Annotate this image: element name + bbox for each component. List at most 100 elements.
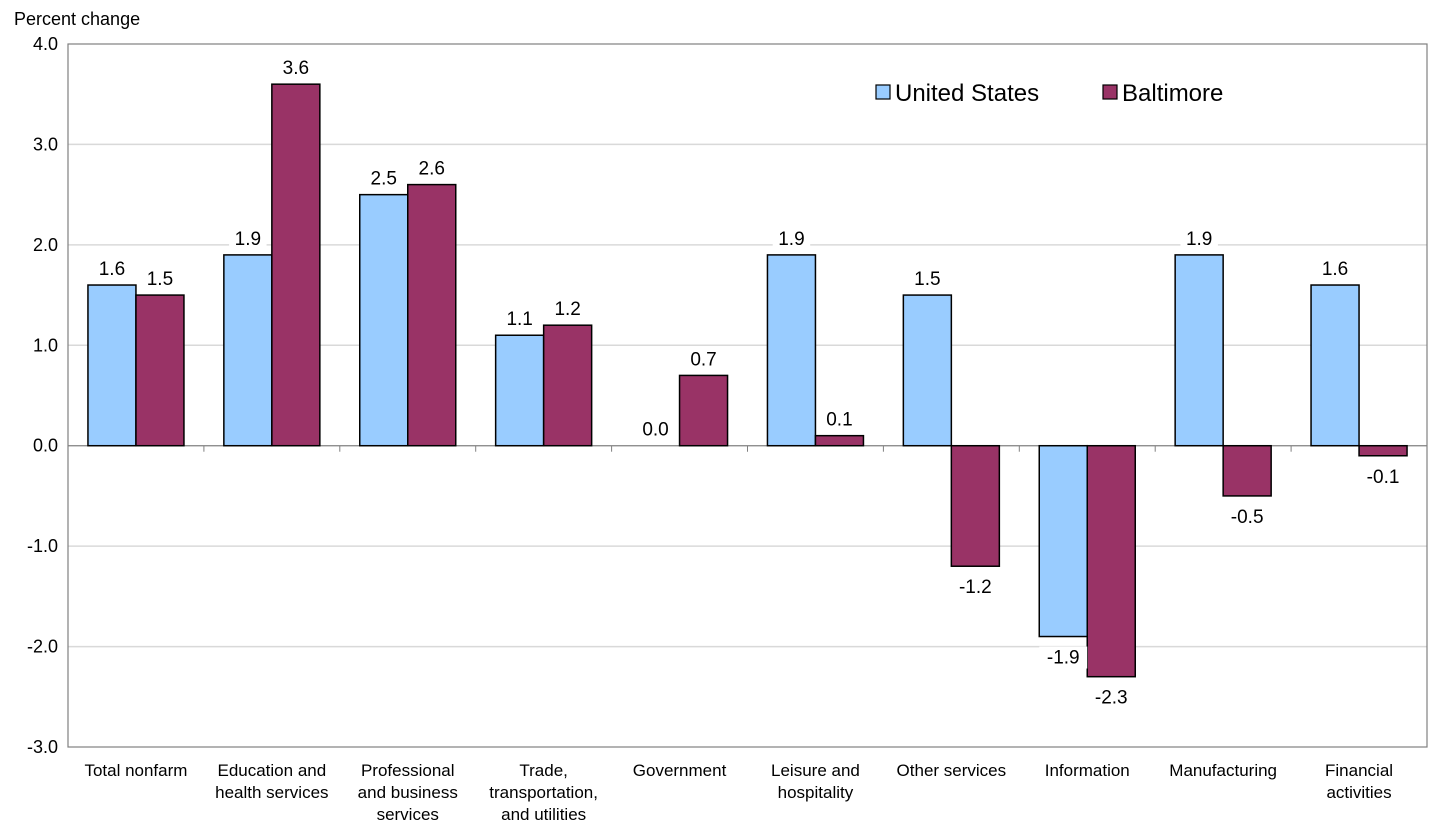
data-label: 1.5 (914, 269, 940, 290)
data-label: -0.1 (1367, 467, 1400, 488)
data-label-background (772, 227, 811, 250)
x-tick-label-line: Total nonfarm (84, 761, 187, 780)
legend: United States Baltimore (875, 80, 1223, 107)
y-tick-label: 2.0 (33, 235, 58, 255)
data-label-background (548, 298, 587, 321)
y-tick-labels: 4.0 3.0 2.0 1.0 0.0 -1.0 -2.0 -3.0 (27, 34, 58, 757)
data-label: 1.1 (506, 309, 532, 330)
x-tick-label-line: health services (215, 783, 328, 802)
plot-frame (67, 43, 1428, 748)
x-tick-label-line: and business (358, 783, 458, 802)
bar (1310, 284, 1360, 447)
x-tick-label-line: Manufacturing (1169, 761, 1277, 780)
y-tick-label: -1.0 (27, 536, 58, 556)
data-label-background (93, 258, 131, 281)
data-label-background (951, 576, 1000, 599)
data-label-background (908, 268, 947, 291)
bar (359, 193, 409, 447)
x-tick-label: Education and health services (215, 761, 328, 802)
x-tick-label-line: Financial (1325, 761, 1393, 780)
bar (902, 294, 953, 447)
x-tick-label: Trade, transportation, and utilities (489, 761, 598, 821)
data-label: 1.9 (235, 229, 261, 250)
data-label-background (413, 157, 451, 180)
bar (223, 254, 273, 447)
x-tick-label: Professional and business services (358, 761, 458, 821)
bar (1086, 444, 1136, 678)
x-tick-label-line: Information (1045, 761, 1130, 780)
x-tick-label: Manufacturing (1169, 761, 1277, 780)
data-label-background (500, 308, 539, 331)
data-label: -1.9 (1047, 648, 1080, 669)
y-axis-title: Percent change (14, 9, 140, 29)
y-tick-label: 3.0 (33, 134, 58, 154)
data-label: 1.6 (99, 259, 125, 280)
bar (407, 183, 457, 447)
data-label-background (1180, 227, 1218, 250)
data-label: 0.1 (826, 410, 852, 431)
legend-label: Baltimore (1122, 80, 1223, 107)
x-tick-label-line: Government (633, 761, 727, 780)
bar (1358, 444, 1408, 457)
x-tick-label-line: Other services (897, 761, 1007, 780)
x-tick-label-line: and utilities (501, 805, 586, 821)
bars (87, 83, 1408, 678)
x-tick-label-line: Education and (217, 761, 326, 780)
bar (1174, 254, 1224, 447)
x-tick-label-line: transportation, (489, 783, 598, 802)
x-tick-label-line: Leisure and (771, 761, 860, 780)
x-tick-label: Financial activities (1325, 761, 1393, 802)
data-label: -0.5 (1231, 507, 1264, 528)
data-label-background (1316, 258, 1354, 281)
data-label-background (1039, 646, 1088, 669)
x-tick-label-line: Professional (361, 761, 455, 780)
bar (271, 83, 321, 447)
data-label: 3.6 (283, 58, 309, 79)
x-tick-label: Leisure and hospitality (771, 761, 860, 802)
bar (135, 294, 185, 447)
x-tick-label-line: services (377, 805, 439, 821)
data-label-background (141, 268, 179, 291)
data-label-background (277, 57, 315, 80)
data-label-background (820, 408, 859, 431)
y-tick-label: -3.0 (27, 737, 58, 757)
x-tick-label: Information (1045, 761, 1130, 780)
y-tick-label: 0.0 (33, 436, 58, 456)
data-label: 1.9 (778, 229, 804, 250)
data-label-background (1359, 465, 1408, 488)
x-tick-labels: Total nonfarm Education and health service… (84, 761, 1393, 821)
x-tick-label: Total nonfarm (84, 761, 187, 780)
x-tick-label: Government (633, 761, 727, 780)
data-label: 1.6 (1322, 259, 1348, 280)
bar (678, 374, 729, 447)
legend-label: United States (895, 80, 1039, 107)
data-label-background (365, 167, 403, 190)
bar (87, 284, 137, 447)
data-label-background (1087, 686, 1136, 709)
legend-swatch (875, 84, 891, 100)
x-tick-label-line: hospitality (778, 783, 854, 802)
data-label-background (684, 348, 723, 371)
data-label: -2.3 (1095, 688, 1128, 709)
data-label-background (229, 227, 267, 250)
legend-swatch (1102, 84, 1118, 100)
data-label: 2.5 (371, 169, 397, 190)
x-tick-label: Other services (897, 761, 1007, 780)
x-tick-label-line: activities (1326, 783, 1391, 802)
y-tick-label: -2.0 (27, 637, 58, 657)
bar (542, 324, 593, 447)
bar (766, 254, 817, 447)
y-tick-label: 4.0 (33, 34, 58, 54)
data-label-background (1223, 505, 1272, 528)
data-labels: 1.6 1.9 2.5 1.1 0.0 1.9 1.5 -1.9 1.9 1.6 1.5 3.6 2.6… (93, 57, 1408, 709)
data-label: 0.0 (642, 420, 668, 441)
bar (1038, 444, 1088, 638)
data-label: 1.9 (1186, 229, 1212, 250)
x-tick-label-line: Trade, (519, 761, 568, 780)
data-label: -1.2 (959, 577, 992, 598)
bar (494, 334, 545, 447)
data-label: 1.2 (554, 299, 580, 320)
data-label: 0.7 (690, 349, 716, 370)
y-tick-label: 1.0 (33, 335, 58, 355)
